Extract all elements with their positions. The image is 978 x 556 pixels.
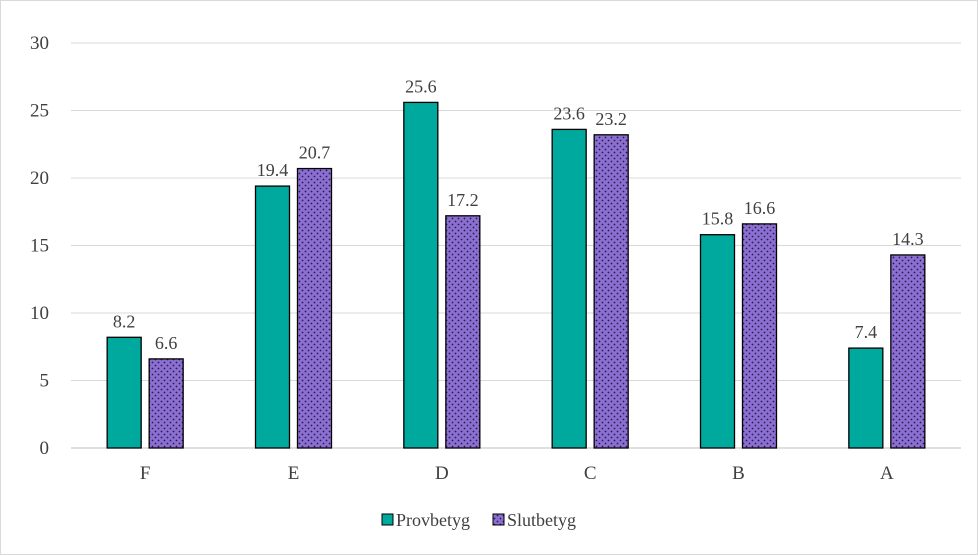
bar-provbetyg-b <box>699 234 736 449</box>
bar-provbetyg-c <box>551 128 587 449</box>
x-category-label: B <box>732 463 745 484</box>
legend: Provbetyg Slutbetyg <box>381 510 576 530</box>
data-label: 23.6 <box>553 103 585 123</box>
data-label: 23.2 <box>595 109 627 129</box>
y-tick-label: 15 <box>30 236 49 257</box>
bar-slutbetyg-d <box>445 215 481 449</box>
bar-provbetyg-e <box>254 185 291 449</box>
bar-slutbetyg-c <box>593 134 629 449</box>
x-category-label: D <box>435 463 449 484</box>
y-tick-label: 10 <box>30 303 49 324</box>
x-category-label: F <box>140 463 151 484</box>
y-tick-label: 30 <box>30 33 49 54</box>
y-axis-ticks: 0 5 10 15 20 25 30 <box>30 33 49 459</box>
y-tick-label: 0 <box>40 438 50 459</box>
legend-label-slutbetyg: Slutbetyg <box>507 510 576 530</box>
gridlines <box>71 42 961 449</box>
bar-provbetyg-a <box>848 347 884 449</box>
data-label: 19.4 <box>257 160 289 180</box>
x-category-label: E <box>288 463 300 484</box>
bar-slutbetyg-b <box>741 223 778 449</box>
data-label: 8.2 <box>113 311 136 331</box>
y-tick-label: 5 <box>40 371 50 392</box>
y-tick-label: 25 <box>30 101 49 122</box>
bars <box>106 101 926 449</box>
bar-slutbetyg-a <box>890 254 926 449</box>
data-label: 6.6 <box>155 333 178 353</box>
legend-swatch-slutbetyg <box>492 513 505 526</box>
x-category-label: C <box>584 463 597 484</box>
data-label: 15.8 <box>702 209 734 229</box>
data-label: 16.6 <box>744 198 776 218</box>
y-tick-label: 20 <box>30 168 49 189</box>
data-label: 20.7 <box>299 143 331 163</box>
bar-slutbetyg-e <box>296 167 333 449</box>
data-label: 7.4 <box>855 322 878 342</box>
data-label: 25.6 <box>405 76 437 96</box>
x-category-label: A <box>880 463 894 484</box>
legend-label-provbetyg: Provbetyg <box>396 510 470 530</box>
data-labels: 8.2 6.6 19.4 20.7 25.6 17.2 23.6 23.2 15.8 16.6 7.… <box>113 76 924 353</box>
bar-provbetyg-d <box>403 101 439 449</box>
bar-slutbetyg-f <box>148 358 184 449</box>
legend-swatch-provbetyg <box>381 513 394 526</box>
data-label: 14.3 <box>892 229 924 249</box>
data-label: 17.2 <box>447 190 479 210</box>
bar-provbetyg-f <box>106 336 142 449</box>
